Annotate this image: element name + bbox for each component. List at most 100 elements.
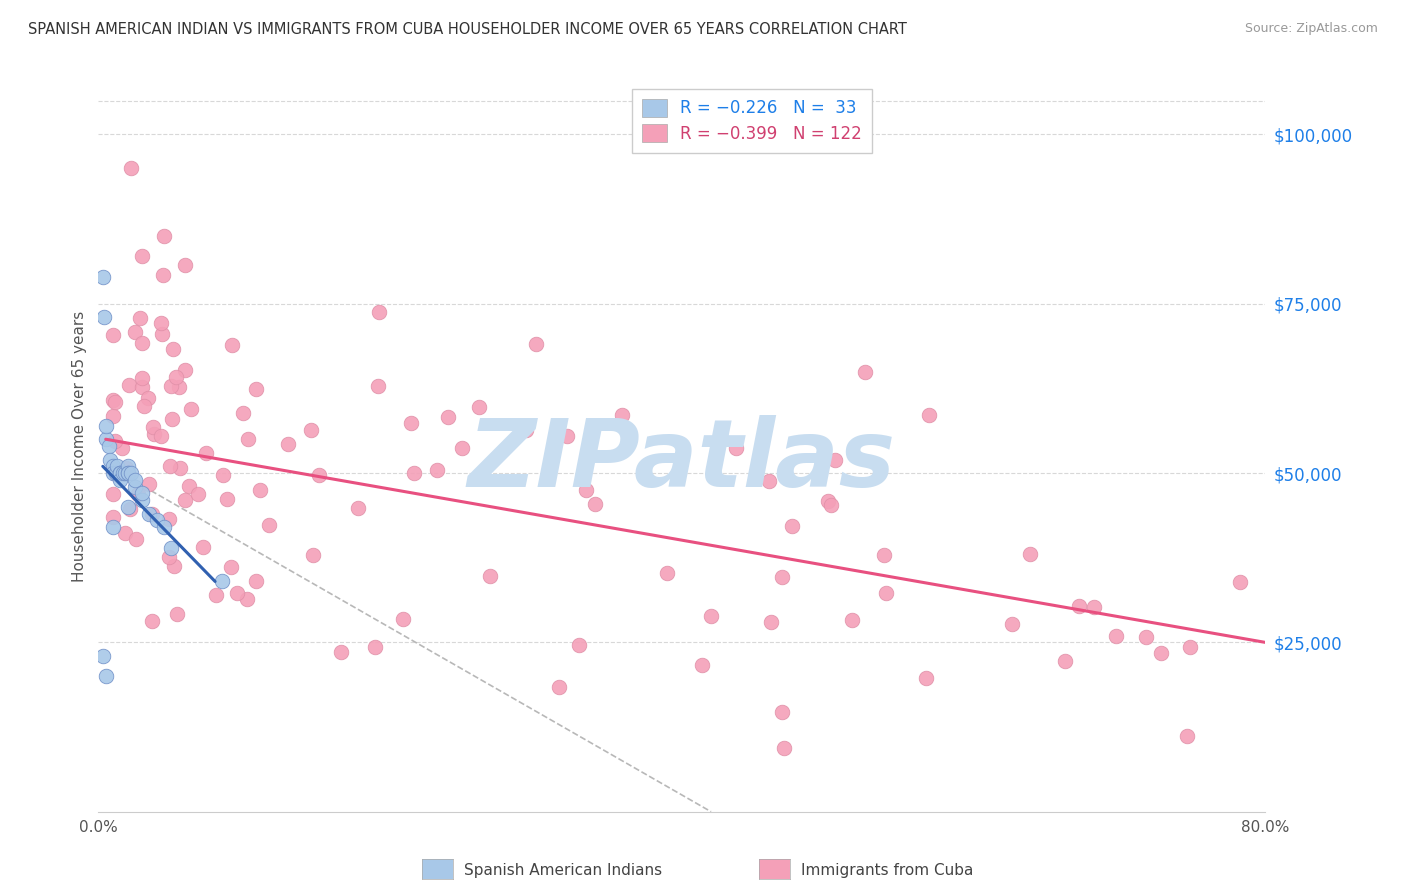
Point <box>131 486 153 500</box>
Point <box>124 473 146 487</box>
Point <box>104 395 127 409</box>
Point <box>91 269 114 284</box>
Point <box>115 461 138 475</box>
Point <box>875 586 897 600</box>
Point <box>166 607 188 621</box>
Point <box>93 310 115 325</box>
Point <box>773 740 796 755</box>
Point <box>575 483 598 498</box>
Point <box>98 452 121 467</box>
Point <box>101 462 124 476</box>
Point <box>690 658 713 673</box>
Point <box>392 612 415 626</box>
Point <box>367 305 389 319</box>
Point <box>211 574 233 589</box>
Point <box>159 458 181 473</box>
Point <box>478 569 501 583</box>
Point <box>194 446 217 460</box>
Point <box>110 466 132 480</box>
Point <box>914 671 936 685</box>
Point <box>245 574 267 588</box>
Point <box>346 501 368 516</box>
Point <box>153 229 176 244</box>
Point <box>217 491 239 506</box>
Point <box>1069 599 1091 613</box>
Point <box>114 466 136 480</box>
Point <box>149 429 172 443</box>
Point <box>138 507 160 521</box>
Point <box>118 501 141 516</box>
Point <box>205 588 228 602</box>
Point <box>1019 547 1042 561</box>
Point <box>110 466 132 480</box>
Point <box>169 461 191 475</box>
Point <box>853 365 876 379</box>
Point <box>142 420 165 434</box>
Point <box>160 541 183 555</box>
Point <box>104 434 127 449</box>
Point <box>555 429 578 443</box>
Legend: R = −0.226   N =  33, R = −0.399   N = 122: R = −0.226 N = 33, R = −0.399 N = 122 <box>631 88 872 153</box>
Point <box>245 382 267 396</box>
Point <box>841 613 863 627</box>
Point <box>101 392 124 407</box>
Point <box>450 441 472 455</box>
Point <box>131 249 153 263</box>
Point <box>127 487 149 501</box>
Point <box>232 406 254 420</box>
Point <box>177 479 200 493</box>
Point <box>101 487 124 501</box>
Point <box>138 477 160 491</box>
Point <box>157 512 180 526</box>
Point <box>173 363 195 377</box>
Point <box>104 467 127 482</box>
Point <box>302 548 325 562</box>
Point <box>101 459 124 474</box>
Point <box>117 466 139 480</box>
Point <box>515 423 537 437</box>
Point <box>153 520 176 534</box>
Point <box>146 514 169 528</box>
Point <box>568 638 591 652</box>
Point <box>157 549 180 564</box>
Point <box>780 519 803 533</box>
Point <box>131 371 153 385</box>
Point <box>141 507 163 521</box>
Point <box>110 466 132 480</box>
Point <box>169 380 191 394</box>
Point <box>1105 628 1128 642</box>
Point <box>125 532 148 546</box>
Point <box>402 466 425 480</box>
Point <box>117 500 139 514</box>
Point <box>120 466 142 480</box>
Text: SPANISH AMERICAN INDIAN VS IMMIGRANTS FROM CUBA HOUSEHOLDER INCOME OVER 65 YEARS: SPANISH AMERICAN INDIAN VS IMMIGRANTS FR… <box>28 22 907 37</box>
Point <box>1135 630 1157 644</box>
Point <box>117 466 139 480</box>
Point <box>174 259 197 273</box>
Point <box>299 423 322 437</box>
Point <box>820 499 842 513</box>
Point <box>120 161 142 176</box>
Point <box>873 548 896 562</box>
Point <box>700 609 723 624</box>
Point <box>1001 616 1024 631</box>
Point <box>437 409 460 424</box>
Point <box>124 480 146 494</box>
Point <box>657 566 679 581</box>
Point <box>117 459 139 474</box>
Text: Source: ZipAtlas.com: Source: ZipAtlas.com <box>1244 22 1378 36</box>
Point <box>583 497 606 511</box>
Point <box>101 466 124 480</box>
Point <box>105 459 128 474</box>
Point <box>91 648 114 663</box>
Point <box>1229 574 1251 589</box>
Point <box>817 494 839 508</box>
Point <box>235 591 257 606</box>
Point <box>917 408 939 422</box>
Point <box>770 706 793 720</box>
Point <box>758 474 780 488</box>
Text: Immigrants from Cuba: Immigrants from Cuba <box>801 863 974 878</box>
Point <box>180 401 202 416</box>
Point <box>152 268 174 282</box>
Point <box>162 342 184 356</box>
